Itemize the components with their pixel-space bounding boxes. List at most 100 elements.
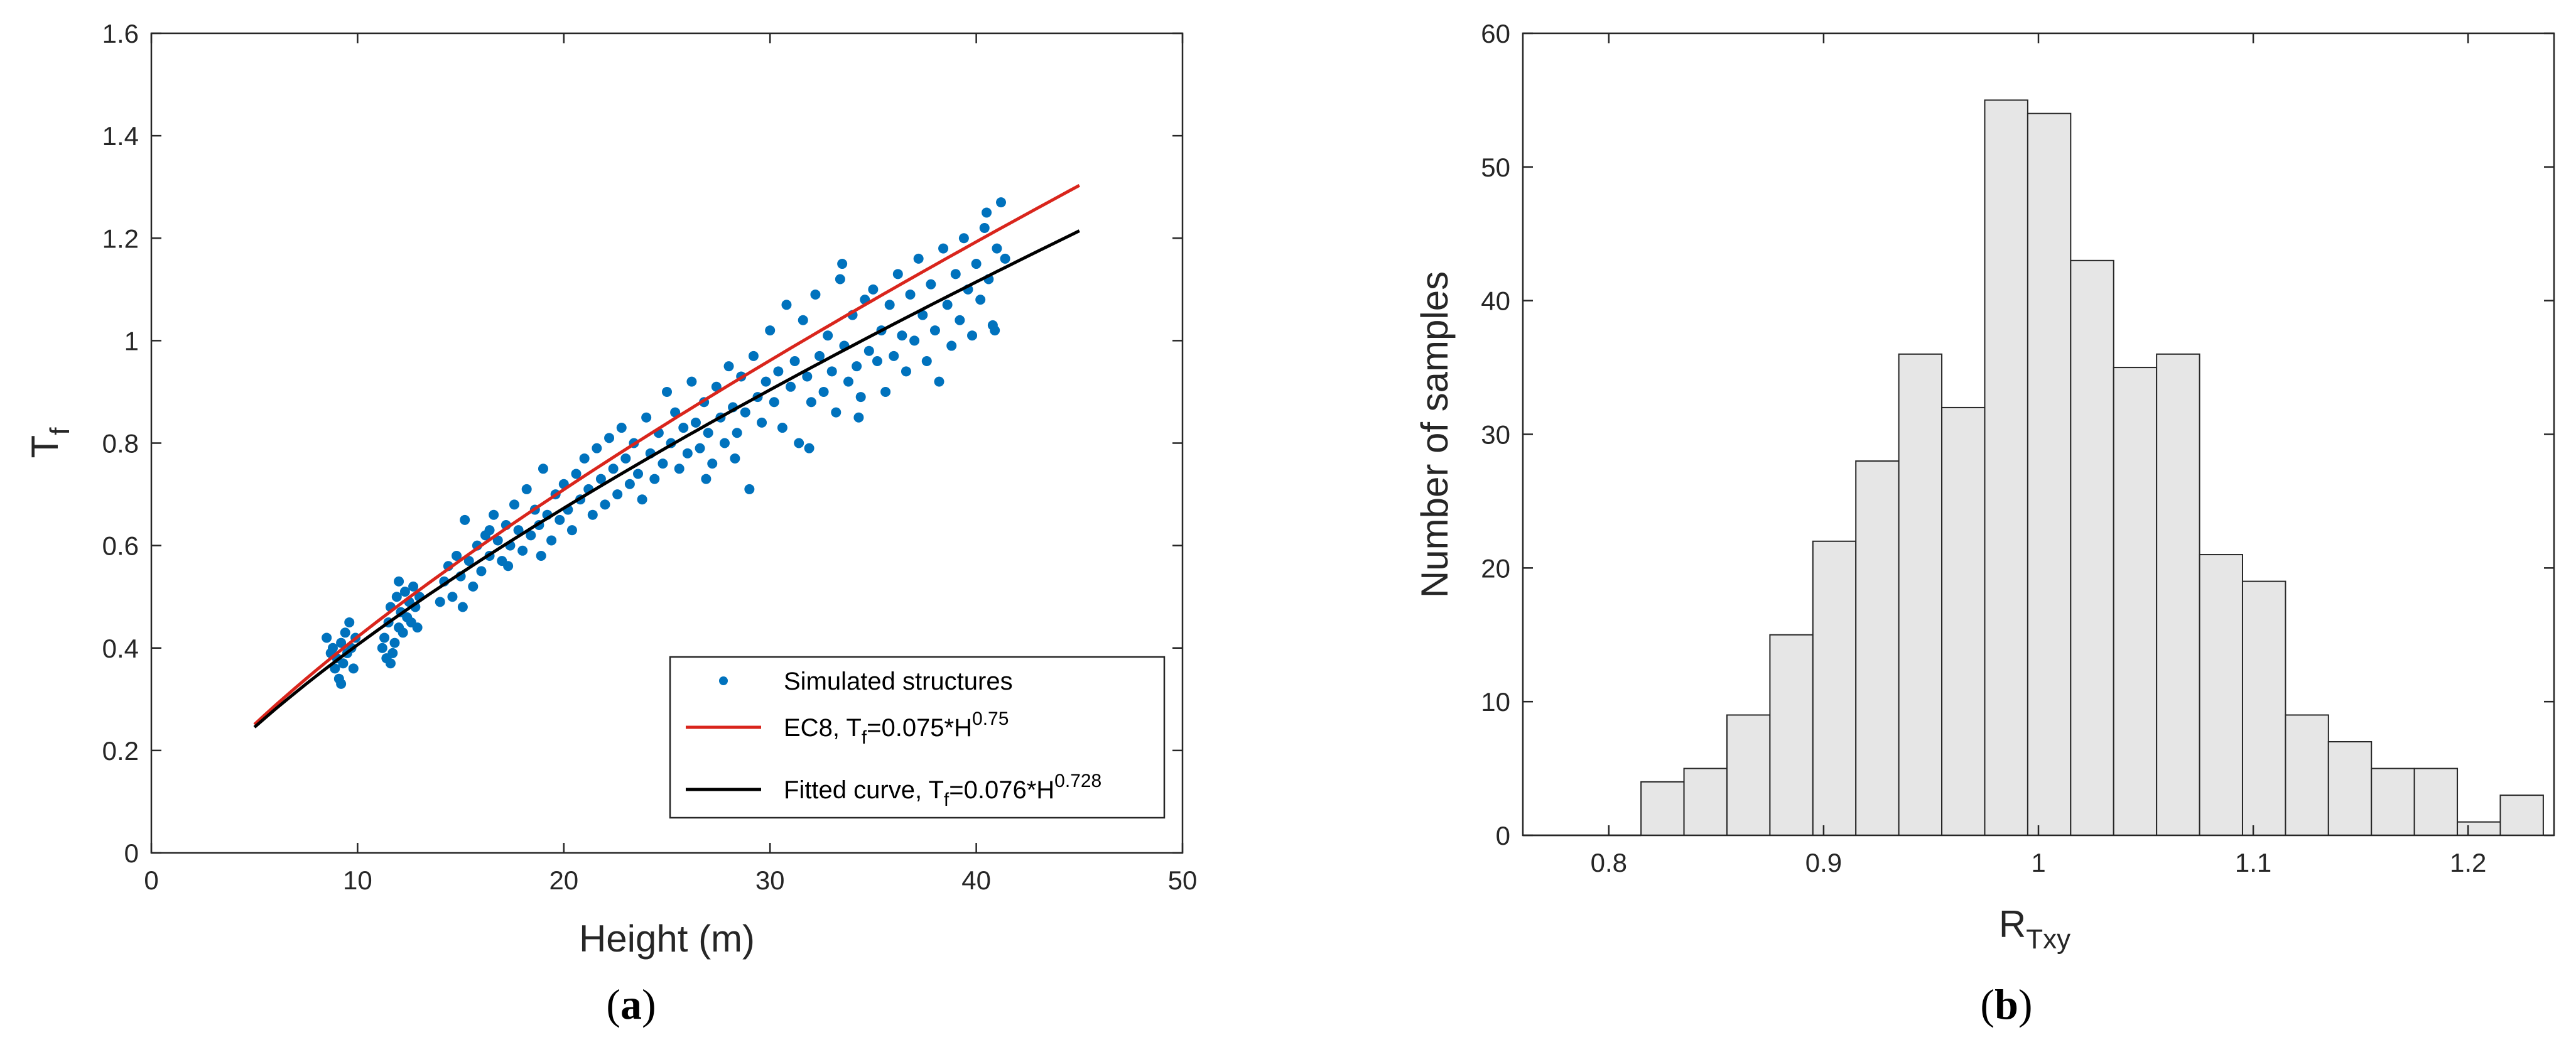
histogram-bar [2285,714,2329,836]
data-point [740,407,750,418]
data-point [338,658,349,669]
histogram-bar [2027,112,2072,837]
data-point [678,423,689,433]
data-point [863,345,874,356]
data-point [955,315,965,325]
legend-fit-sub: f [944,789,950,810]
histogram-bar [1726,714,1771,836]
data-point [492,535,503,546]
histogram-bar [1769,634,1814,836]
panel-label-a: (a) [606,980,656,1028]
data-point [880,386,891,397]
data-point [905,289,916,300]
data-point [872,356,882,366]
data-point [452,550,462,561]
data-point [929,325,940,336]
legend-fit-text: Fitted curve, T [784,776,944,804]
data-point [340,627,350,638]
y-axis-label-b-group: Number of samples [1414,271,1456,598]
data-point [769,397,779,408]
histogram-bars [1523,99,2544,837]
data-point [637,494,647,505]
data-point [620,453,631,464]
y-tick-label-b: 50 [1481,153,1510,182]
y-tick-label-a: 0.6 [102,531,139,561]
data-point [760,376,771,387]
data-point [377,643,387,653]
data-point [595,474,606,484]
data-point [711,381,722,392]
x-tick-label-b: 0.9 [1805,848,1842,877]
data-point [336,678,347,689]
data-point [686,376,697,387]
data-point [884,300,895,310]
data-point [385,658,396,669]
data-point [336,637,347,648]
data-point [897,330,907,341]
data-point [546,535,557,546]
data-point [460,514,470,525]
data-point [579,453,590,464]
data-point [990,325,1000,336]
data-point [517,545,528,556]
x-tick-label-a: 10 [343,865,372,895]
data-point [536,550,546,561]
x-tick-label-a: 20 [549,865,578,895]
y-tick-label-b: 60 [1481,19,1510,48]
histogram-bar [2457,821,2501,837]
data-point [818,386,829,397]
histogram-bar [1984,99,2028,837]
data-point [892,269,903,279]
data-point [794,438,804,448]
data-point [468,581,479,592]
data-point [394,576,404,587]
data-point [649,474,660,484]
histogram-bar [2113,367,2158,836]
data-point [901,366,911,377]
data-point [379,632,390,643]
data-point [509,499,519,510]
data-point [823,330,833,341]
fitted-curve [253,229,1080,729]
data-point [802,371,813,382]
y-axis-label-b: Number of samples [1414,271,1456,598]
legend-marker-simulated [719,676,728,685]
data-point [971,259,982,269]
svg-text:Tf: Tf [24,427,75,458]
data-point [571,469,582,479]
legend-fit-sup: 0.728 [1054,771,1101,791]
data-point [344,617,355,627]
y-axis-label-a: Tf [24,427,75,458]
data-point [566,525,577,536]
y-tick-label-a: 0.4 [102,634,139,663]
data-point [701,474,712,484]
data-point [773,366,784,377]
data-point [979,222,990,233]
tick-marks-b [1523,32,2554,837]
data-point [909,335,920,346]
data-point [387,648,398,658]
y-axis-label-a-sub: f [45,427,75,435]
x-tick-label-a: 0 [144,865,158,895]
y-tick-label-a: 1.4 [102,121,139,151]
data-point [786,381,796,392]
data-point [926,279,936,290]
data-point [934,376,944,387]
data-point [967,330,978,341]
histogram-bar [2156,353,2200,836]
data-point [690,417,701,428]
data-point [730,453,740,464]
data-point [695,443,705,453]
data-point [612,489,623,500]
y-tick-label-a: 1.6 [102,19,139,48]
data-point [938,243,949,254]
histogram-bar [2413,767,2459,837]
data-point [913,253,924,264]
histogram-bar [2499,794,2544,837]
axes-box-b [1522,32,2555,837]
histogram-bar [1812,540,1857,836]
x-tick-label-b: 1.1 [2235,848,2271,877]
data-point [435,597,445,607]
data-point [330,663,340,674]
